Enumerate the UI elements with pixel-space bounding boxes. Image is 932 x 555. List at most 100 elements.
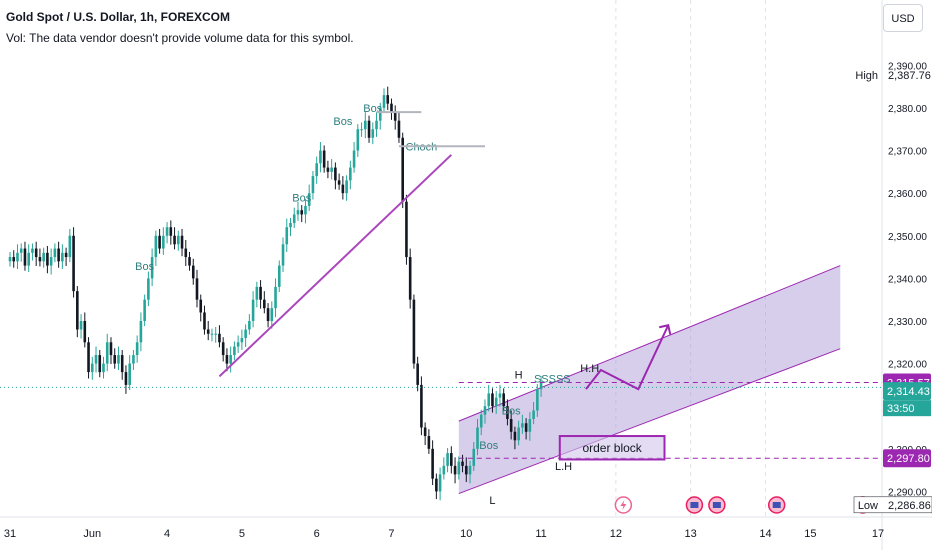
candle-body [509,418,513,432]
candle-body [83,320,87,343]
x-tick-label: 4 [164,528,170,540]
x-tick-label: 14 [759,528,771,540]
candle-body [300,210,304,215]
candle-body [334,167,337,181]
candle-body [494,397,498,407]
currency-button[interactable]: USD [883,4,923,32]
candle-body [461,461,464,466]
trendline [218,154,453,378]
candle-body [296,210,300,215]
candle-body [326,167,330,172]
candle-body [135,342,139,356]
x-tick-label: 31 [4,528,16,540]
candle-body [214,333,217,335]
candle-body [165,227,169,236]
candle-body [169,227,173,236]
lightning-shape [620,500,627,510]
candle-body [158,235,161,249]
candle-body [162,235,165,249]
candle-body [98,355,102,373]
candle-body [218,333,221,343]
candle-body [468,465,472,475]
annotation-label: H [515,370,523,382]
low-label: Low [858,500,878,512]
channel-lower-line [458,348,841,495]
candle-body [16,252,19,262]
candle-body [27,252,30,266]
candle-body [435,478,438,492]
candle-body [457,461,461,475]
candle-body [386,95,390,104]
candle-body [251,299,255,321]
candle-body [498,393,502,398]
candle-body [38,257,42,262]
x-tick-label: 13 [685,528,697,540]
projected-path [585,324,670,391]
candle-body [442,465,446,475]
y-tick-label: 2,370.00 [888,147,927,158]
candle-body [375,120,378,130]
candle-body [464,465,468,475]
candle-body [64,252,68,258]
candle-body [195,278,199,300]
candle-body [349,167,352,181]
candle-body [479,414,483,428]
candle-body [143,299,146,321]
x-tick-label: 15 [804,528,816,540]
candle-body [117,355,120,364]
candle-body [360,129,363,131]
candle-body [311,176,315,194]
candle-body [513,431,517,441]
annotation-label: H.H [580,363,599,375]
candle-body [49,257,53,266]
candle-body [532,410,535,419]
x-tick-label: 7 [388,528,394,540]
candle-body [72,235,75,292]
candle-body [233,346,236,356]
candle-body [289,222,292,228]
candle-body [539,382,543,390]
candle-body [393,112,397,121]
x-tick-label: 12 [610,528,622,540]
candle-body [266,308,270,321]
current-price-label-bg [883,382,931,401]
candle-body [102,363,105,373]
candle-body [270,308,274,321]
candle-body [528,418,532,432]
candle-body [371,129,375,138]
candle-body [12,257,16,262]
x-tick-label: Jun [83,528,101,540]
candle-body [240,338,244,343]
candle-body [438,474,442,492]
economic-calendar-icon [708,496,726,514]
candle-body [378,107,382,121]
economic-calendar-icon [685,496,704,514]
candle-body [34,248,38,258]
candle-body [367,120,371,138]
low-box [853,496,932,514]
candle-body [274,286,277,309]
y-tick-label: 2,330.00 [888,317,927,328]
y-tick-label: 2,350.00 [888,232,927,243]
y-tick-label: 2,360.00 [888,189,927,200]
candle-body [188,257,191,266]
candle-body [76,291,79,330]
candle-body [105,342,109,364]
candle-body [109,342,113,356]
candle-body [180,235,184,249]
flag-shape [712,502,721,508]
candle-body [487,393,491,407]
annotation-label: Bos [502,406,521,418]
candle-body [281,244,285,266]
candle-body [292,214,296,223]
candle-body [68,235,72,258]
candle-body [401,137,404,202]
high-value: 2,387.76 [888,70,931,82]
annotation-label: Bos [363,103,382,115]
candle-body [244,329,247,339]
candle-body [390,103,393,113]
y-tick-label: 2,390.00 [888,61,927,72]
candle-body [285,227,289,245]
